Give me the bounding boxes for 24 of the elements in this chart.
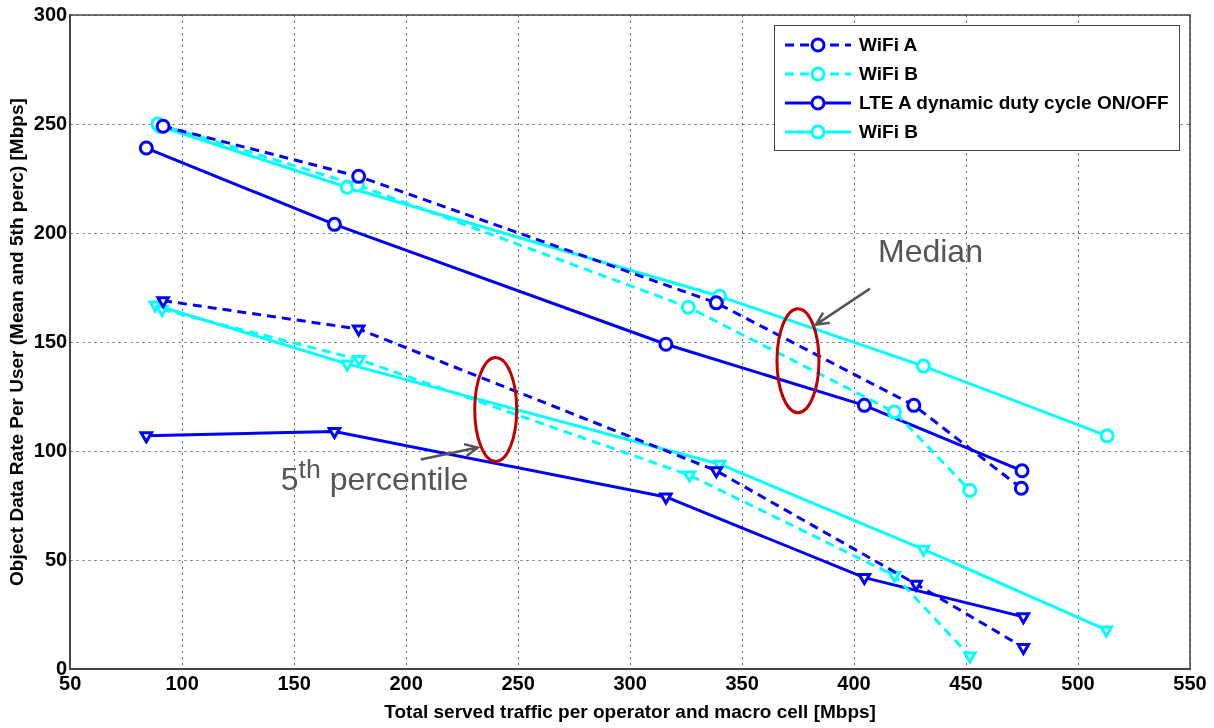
y-tick-label: 150 xyxy=(33,329,68,352)
x-tick-label: 400 xyxy=(837,671,871,694)
y-tick-label: 250 xyxy=(33,111,68,134)
y-tick-label: 200 xyxy=(33,220,68,243)
legend-label: WiFi A xyxy=(859,33,918,56)
x-tick-label: 200 xyxy=(389,671,423,694)
x-tick-label: 500 xyxy=(1061,671,1095,694)
x-tick-label: 450 xyxy=(949,671,983,694)
y-tick-label: 300 xyxy=(33,2,68,25)
x-tick-label: 300 xyxy=(613,671,647,694)
x-tick-label: 100 xyxy=(165,671,199,694)
annotation: Median xyxy=(877,232,983,270)
legend-label: WiFi B xyxy=(859,120,918,143)
y-tick-label: 100 xyxy=(33,438,68,461)
annotation: 5$^{th}$ percentile xyxy=(280,454,469,499)
x-tick-label: 350 xyxy=(725,671,759,694)
x-tick-label: 150 xyxy=(277,671,311,694)
x-tick-label: 250 xyxy=(501,671,535,694)
legend-label: LTE A dynamic duty cycle ON/OFF xyxy=(859,91,1169,114)
x-tick-label: 550 xyxy=(1173,671,1207,694)
y-tick-label: 50 xyxy=(44,547,68,570)
legend-label: WiFi B xyxy=(859,62,918,85)
x-axis-title: Total served traffic per operator and macro cell [Mbps] xyxy=(384,700,876,722)
y-axis-title: Object Data Rate Per User (Mean and 5th perc) [Mbps] xyxy=(5,98,27,586)
